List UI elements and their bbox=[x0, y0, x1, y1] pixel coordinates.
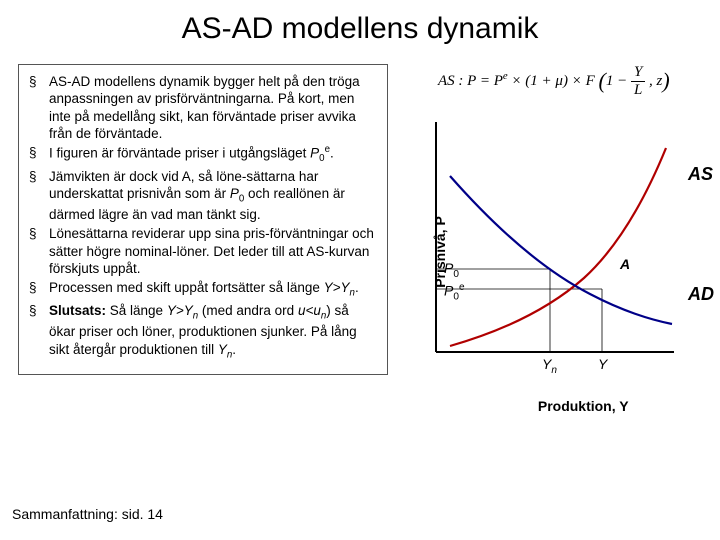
chart-panel: AS : P = Pe × (1 + μ) × F (1 − YL , z) P… bbox=[388, 64, 712, 375]
point-a-label: A bbox=[620, 256, 630, 272]
content-row: AS-AD modellens dynamik bygger helt på d… bbox=[0, 64, 720, 375]
as-curve-label: AS bbox=[688, 164, 713, 185]
bullet-panel: AS-AD modellens dynamik bygger helt på d… bbox=[18, 64, 388, 375]
bullet-item: AS-AD modellens dynamik bygger helt på d… bbox=[29, 73, 377, 142]
xtick-y: Y bbox=[598, 356, 607, 372]
bullet-item: Lönesättarna reviderar upp sina pris-för… bbox=[29, 225, 377, 277]
ytick-p0e: P0e bbox=[444, 282, 465, 302]
x-axis-label: Produktion, Y bbox=[538, 398, 629, 414]
bullet-item: I figuren är förväntade priser i utgångs… bbox=[29, 144, 377, 166]
bullet-item: Processen med skift uppåt fortsätter så … bbox=[29, 279, 377, 300]
page-title: AS-AD modellens dynamik bbox=[0, 0, 720, 64]
chart-svg bbox=[414, 112, 684, 372]
bullet-item: Jämvikten är dock vid A, så löne-sättarn… bbox=[29, 168, 377, 224]
footer-note: Sammanfattning: sid. 14 bbox=[12, 506, 163, 522]
as-ad-chart: Prisnivå, P AS AD A P0 P0e Yn Y Produkti… bbox=[414, 112, 698, 392]
ytick-p0: P0 bbox=[444, 260, 459, 280]
bullet-item: Slutsats: Så länge Y>Yn (med andra ord u… bbox=[29, 302, 377, 362]
xtick-yn: Yn bbox=[542, 356, 557, 376]
as-formula: AS : P = Pe × (1 + μ) × F (1 − YL , z) bbox=[438, 64, 670, 99]
ad-curve-label: AD bbox=[688, 284, 714, 305]
